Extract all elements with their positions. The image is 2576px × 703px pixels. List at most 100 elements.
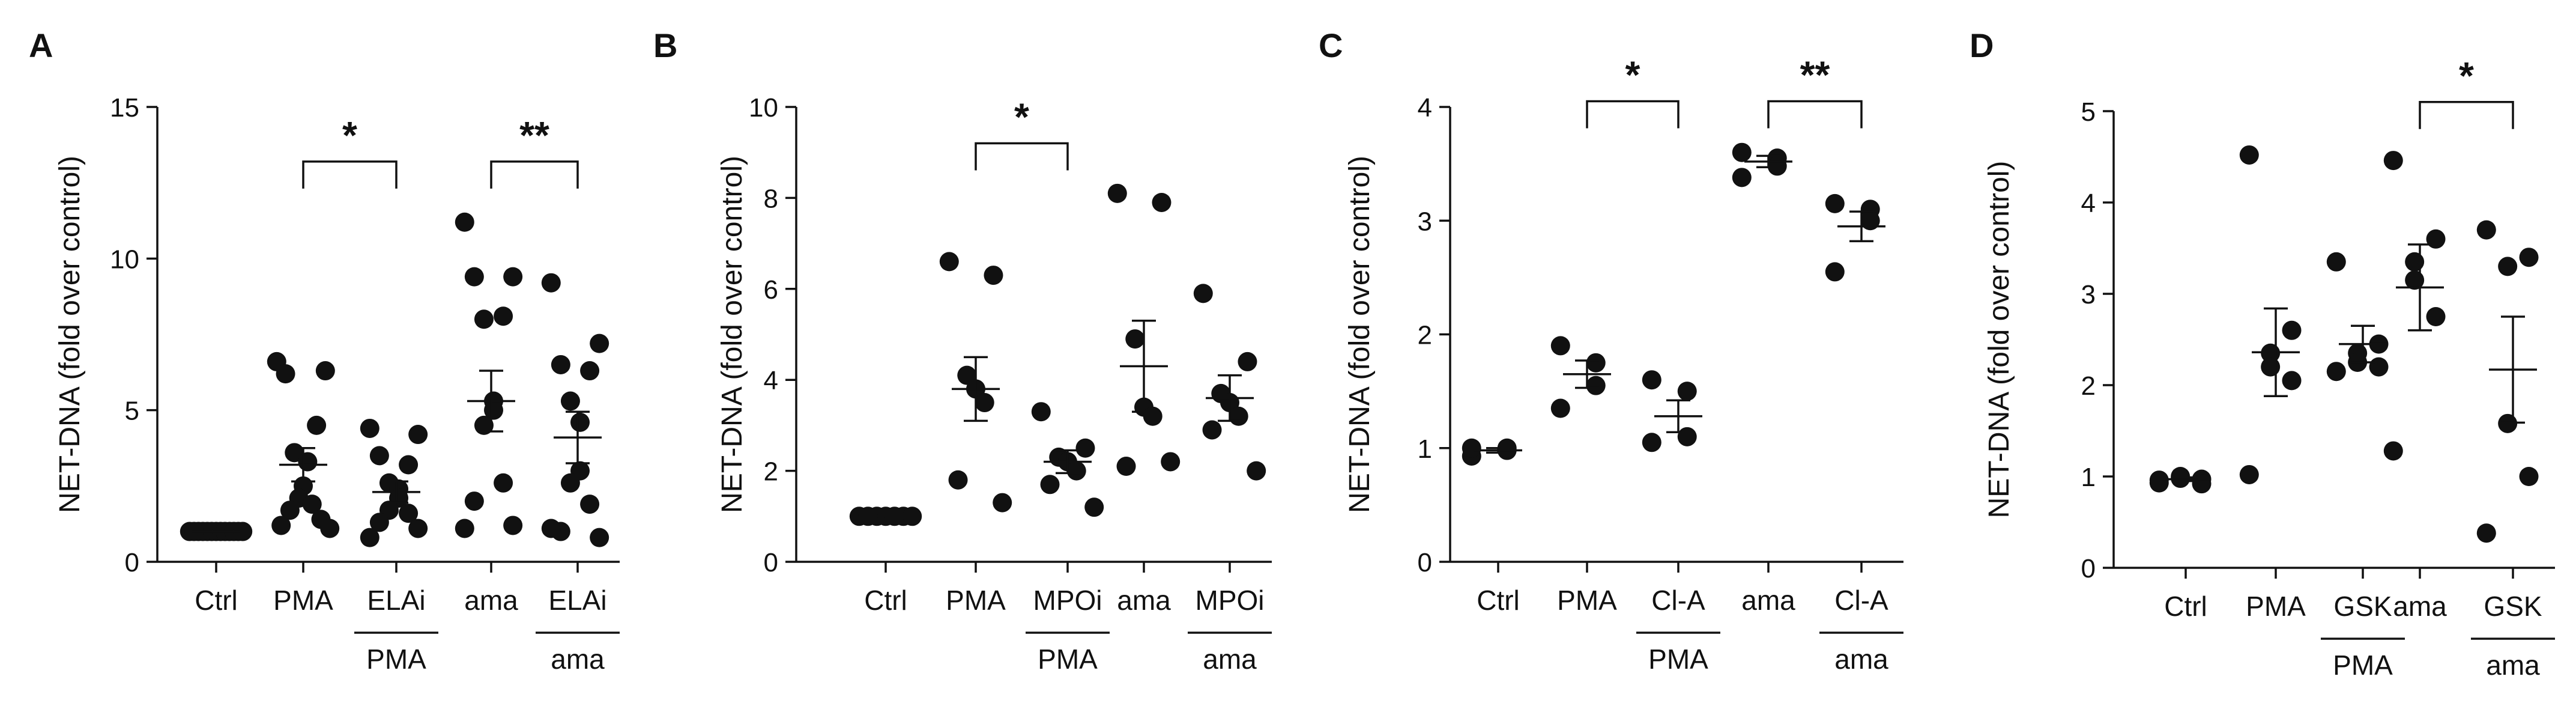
- data-point: [560, 391, 580, 411]
- x-category-label: PMA: [273, 585, 333, 616]
- data-point: [2282, 371, 2302, 391]
- data-point: [1202, 420, 1222, 440]
- data-point: [1152, 192, 1172, 212]
- x-category-label: Ctrl: [195, 585, 238, 616]
- data-point: [369, 513, 389, 532]
- data-point: [1732, 168, 1752, 187]
- data-point: [2326, 252, 2346, 272]
- x-category-label: ama: [2393, 591, 2447, 622]
- data-point: [233, 522, 253, 541]
- data-point: [1642, 370, 1661, 390]
- y-tick-label: 0: [2081, 554, 2096, 583]
- group-label: ama: [551, 644, 605, 675]
- y-tick-label: 6: [764, 275, 778, 305]
- data-point: [1229, 406, 1248, 426]
- panel-letter-b: B: [653, 26, 677, 64]
- data-point: [984, 266, 1003, 285]
- y-tick-label: 0: [1418, 548, 1432, 577]
- data-point: [1066, 461, 1086, 481]
- data-point: [2476, 220, 2496, 240]
- data-point: [1107, 183, 1127, 203]
- significance-bracket: [975, 142, 1069, 171]
- x-category-label: ama: [1117, 585, 1171, 616]
- significance-label: *: [2459, 54, 2474, 97]
- x-category-label: GSK: [2484, 591, 2542, 622]
- data-point: [464, 491, 484, 511]
- x-category-label: Cl-A: [1834, 585, 1888, 616]
- data-point: [1825, 193, 1845, 213]
- data-point: [2149, 470, 2169, 490]
- y-tick-label: 0: [125, 548, 139, 577]
- y-tick-label: 0: [764, 548, 778, 577]
- group-label: ama: [2486, 650, 2540, 681]
- panel-a: A 0 5 10 15 NET-DNA (fold over control) Ctrl PM…: [29, 26, 620, 675]
- data-point: [1550, 398, 1570, 418]
- data-point: [1040, 475, 1060, 495]
- significance-label: **: [519, 114, 549, 157]
- significance-label: *: [1625, 53, 1640, 97]
- data-point: [1677, 427, 1697, 446]
- data-point: [2239, 145, 2259, 165]
- group-label: PMA: [366, 644, 426, 675]
- y-axis-label: NET-DNA (fold over control): [1344, 156, 1376, 513]
- y-tick-label: 5: [125, 397, 139, 426]
- data-point: [1116, 457, 1136, 476]
- significance-label: **: [1800, 53, 1830, 97]
- data-point: [280, 501, 300, 520]
- x-category-label: Ctrl: [1477, 585, 1520, 616]
- x-category-label: ELAi: [367, 585, 425, 616]
- y-tick-label: 8: [764, 184, 778, 213]
- y-tick-label: 15: [110, 93, 139, 123]
- significance-bracket: [1586, 100, 1680, 129]
- data-point: [1825, 262, 1845, 282]
- y-axis-label: NET-DNA (fold over control): [54, 156, 86, 513]
- panel-letter-d: D: [1970, 26, 1994, 64]
- data-point: [399, 504, 419, 523]
- y-tick-label: 1: [2081, 463, 2096, 492]
- data-point: [503, 516, 523, 535]
- x-category-label: Ctrl: [864, 585, 907, 616]
- data-point: [590, 528, 609, 547]
- y-tick-label: 10: [749, 93, 778, 123]
- data-point: [1125, 329, 1145, 349]
- y-axis-label: NET-DNA (fold over control): [716, 156, 748, 513]
- data-point: [560, 473, 580, 493]
- data-point: [2426, 229, 2446, 249]
- data-point: [494, 306, 513, 326]
- data-point: [408, 425, 428, 445]
- data-point: [1732, 142, 1752, 162]
- data-point: [1247, 461, 1266, 481]
- data-point: [2519, 467, 2539, 486]
- significance-bracket: [490, 160, 579, 189]
- group-label: ama: [1203, 644, 1257, 675]
- data-point: [2383, 441, 2403, 461]
- data-point: [993, 493, 1012, 513]
- data-point: [957, 365, 977, 385]
- significance-bracket: [302, 160, 398, 189]
- data-point: [494, 473, 513, 493]
- data-point: [464, 267, 484, 287]
- data-point: [408, 519, 428, 538]
- data-point: [302, 495, 322, 514]
- y-tick-label: 3: [2081, 280, 2096, 309]
- x-category-label: Cl-A: [1651, 585, 1705, 616]
- data-point: [455, 212, 474, 232]
- data-point: [2282, 320, 2302, 340]
- significance-label: *: [342, 114, 357, 157]
- y-tick-label: 2: [764, 457, 778, 487]
- panel-letter-c: C: [1319, 26, 1343, 64]
- data-point: [2519, 248, 2539, 267]
- data-point: [1462, 438, 1481, 458]
- group-label: PMA: [2333, 650, 2393, 681]
- y-tick-label: 4: [2081, 189, 2096, 218]
- data-point: [1161, 452, 1181, 472]
- data-point: [903, 507, 922, 526]
- x-category-label: Ctrl: [2164, 591, 2207, 622]
- data-point: [580, 361, 600, 381]
- panel-letter-a: A: [29, 26, 53, 64]
- data-point: [360, 528, 379, 547]
- significance-label: *: [1014, 96, 1029, 139]
- data-point: [590, 333, 609, 353]
- data-point: [948, 470, 968, 490]
- data-point: [570, 412, 590, 432]
